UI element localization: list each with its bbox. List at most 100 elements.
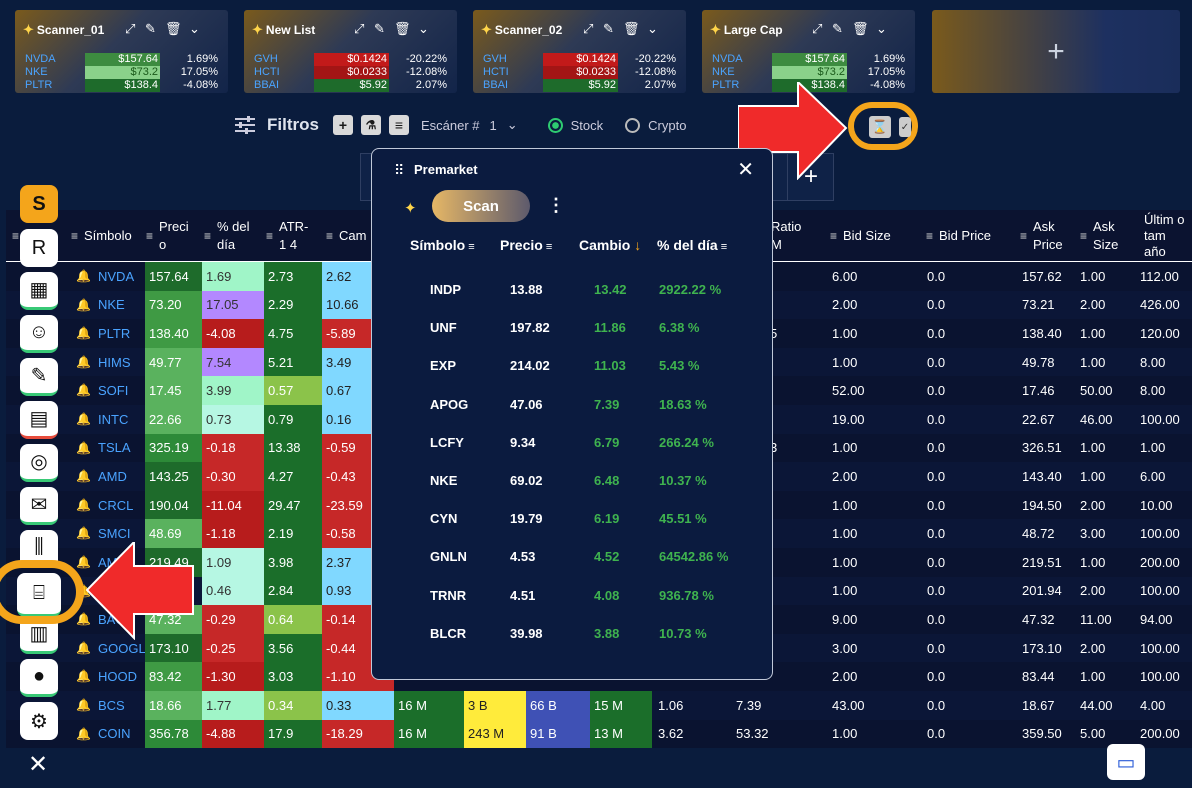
symbol-cell[interactable]: INTC bbox=[98, 411, 129, 427]
card-row[interactable]: NVDA $157.64 1.69% bbox=[25, 53, 218, 66]
card-row[interactable]: HCTI $0.0233 -12.08% bbox=[483, 66, 676, 79]
settings-icon[interactable]: ⚙ bbox=[20, 702, 58, 740]
chevron-down-icon[interactable]: ⌄ bbox=[418, 21, 429, 36]
trash-icon[interactable]: 🗑 bbox=[623, 21, 640, 36]
chevron-down-icon[interactable]: ⌄ bbox=[647, 21, 658, 36]
flask-icon[interactable]: ⚗ bbox=[360, 115, 381, 135]
card-row[interactable]: GVH $0.1424 -20.22% bbox=[483, 53, 676, 66]
card-row[interactable]: NVDA $157.64 1.69% bbox=[712, 53, 905, 66]
calendar-icon[interactable]: ▤ bbox=[20, 401, 58, 439]
alert-bell-icon[interactable]: 🔔 bbox=[76, 640, 91, 655]
header-bid-size[interactable]: ≡ Bid Size bbox=[830, 228, 891, 243]
card-row[interactable]: BBAI $5.92 2.07% bbox=[254, 79, 447, 92]
header-ask-price[interactable]: ≡ Ask Price bbox=[1020, 219, 1063, 252]
symbol-cell[interactable]: HIMS bbox=[98, 354, 131, 370]
chart-bars-icon[interactable]: ▥ bbox=[20, 616, 58, 654]
symbol-cell[interactable]: AMD bbox=[98, 468, 127, 484]
premarket-row[interactable]: LCFY 9.34 6.79 266.24 % bbox=[430, 434, 714, 450]
alert-bell-icon[interactable]: 🔔 bbox=[76, 297, 91, 312]
chevron-down-icon[interactable]: ⌄ bbox=[189, 21, 200, 36]
pm-header-change[interactable]: Cambio ↓ bbox=[579, 237, 642, 253]
header-last-size[interactable]: Últim o tam año bbox=[1144, 212, 1185, 259]
alert-bell-icon[interactable]: 🔔 bbox=[76, 383, 91, 398]
hourglass-icon[interactable]: ⌛ bbox=[869, 116, 891, 138]
edit-icon[interactable]: ✎ bbox=[603, 21, 614, 36]
expand-icon[interactable]: ⤢ bbox=[354, 21, 365, 36]
premarket-row[interactable]: NKE 69.02 6.48 10.37 % bbox=[430, 473, 707, 488]
scanner-number-select[interactable]: 1 bbox=[489, 117, 497, 133]
crypto-radio[interactable] bbox=[625, 117, 641, 133]
premarket-row[interactable]: BLCR 39.98 3.88 10.73 % bbox=[430, 625, 707, 641]
card-row[interactable]: PLTR $138.4 -4.08% bbox=[712, 79, 905, 92]
trash-icon[interactable]: 🗑 bbox=[852, 21, 869, 36]
symbol-cell[interactable]: SMCI bbox=[98, 526, 131, 542]
list-icon[interactable]: ≡ bbox=[388, 115, 409, 135]
check-icon[interactable]: ✓ bbox=[899, 117, 911, 137]
watchlist-card[interactable]: ✦ New List ⤢ ✎ 🗑 ⌄ GVH $0.1424 -20.22% HCTI $… bbox=[244, 10, 457, 93]
symbol-cell[interactable]: BCS bbox=[98, 697, 125, 713]
header-ask-size[interactable]: ≡ Ask Size bbox=[1080, 219, 1119, 252]
card-row[interactable]: GVH $0.1424 -20.22% bbox=[254, 53, 447, 66]
symbol-cell[interactable]: CRCL bbox=[98, 497, 134, 513]
symbol-cell[interactable]: HOOD bbox=[98, 669, 137, 685]
add-watchlist-button[interactable]: + bbox=[932, 10, 1180, 93]
robot-icon[interactable]: ☺ bbox=[20, 315, 58, 353]
alert-bell-icon[interactable]: 🔔 bbox=[76, 269, 91, 283]
premarket-row[interactable]: APOG 47.06 7.39 18.63 % bbox=[430, 396, 707, 412]
edit-icon[interactable]: ✎ bbox=[145, 21, 156, 36]
symbol-cell[interactable]: NVDA bbox=[98, 268, 135, 284]
premarket-row[interactable]: UNF 197.82 11.86 6.38 % bbox=[430, 320, 700, 336]
card-row[interactable]: NKE $73.2 17.05% bbox=[25, 66, 218, 79]
candlestick-icon[interactable]: ⫼ bbox=[20, 530, 58, 568]
sliders-icon[interactable] bbox=[233, 115, 257, 135]
sidebar-s-button[interactable]: S bbox=[20, 185, 58, 223]
alert-bell-icon[interactable]: 🔔 bbox=[76, 326, 91, 341]
watchlist-card[interactable]: ✦ Large Cap ⤢ ✎ 🗑 ⌄ NVDA $157.64 1.69% NKE $7… bbox=[702, 10, 915, 93]
expand-icon[interactable]: ⤢ bbox=[583, 21, 594, 36]
sidebar-r-button[interactable]: R bbox=[20, 229, 58, 267]
chevron-down-icon[interactable]: ⌄ bbox=[876, 21, 887, 36]
coins-icon[interactable]: ◎ bbox=[20, 444, 58, 482]
pm-header-price[interactable]: Precio ≡ bbox=[500, 237, 553, 253]
pm-header-symbol[interactable]: Símbolo ≡ bbox=[410, 237, 475, 253]
pm-header-day-pct[interactable]: % del día ≡ bbox=[657, 237, 728, 253]
dashboard-icon[interactable]: ▦ bbox=[20, 272, 58, 310]
card-row[interactable]: HCTI $0.0233 -12.08% bbox=[254, 66, 447, 79]
alert-bell-icon[interactable]: 🔔 bbox=[76, 412, 91, 426]
more-options-icon[interactable]: ⋮ bbox=[547, 195, 565, 215]
alert-bell-icon[interactable]: 🔔 bbox=[76, 669, 91, 684]
table-row[interactable]: 🔔 BCS 18.66 1.77 0.34 0.33 16 M 3 B 66 B … bbox=[6, 691, 1192, 720]
edit-icon[interactable]: ✎ bbox=[374, 21, 385, 36]
stock-radio[interactable] bbox=[547, 117, 563, 133]
trash-icon[interactable]: 🗑 bbox=[394, 21, 411, 36]
add-filter-button[interactable]: + bbox=[332, 115, 353, 135]
alert-bell-icon[interactable]: 🔔 bbox=[76, 354, 91, 369]
symbol-cell[interactable]: TSLA bbox=[98, 440, 131, 456]
close-icon[interactable]: ✕ bbox=[737, 159, 754, 181]
header-atr[interactable]: ≡ ATR-1 4 bbox=[266, 219, 309, 252]
watchlist-card[interactable]: ✦ Scanner_01 ⤢ ✎ 🗑 ⌄ NVDA $157.64 1.69% NKE $… bbox=[15, 10, 228, 93]
expand-icon[interactable]: ⤢ bbox=[812, 21, 823, 36]
symbol-cell[interactable]: NKE bbox=[98, 297, 125, 313]
premarket-row[interactable]: TRNR 4.51 4.08 936.78 % bbox=[430, 587, 714, 603]
trash-icon[interactable]: 🗑 bbox=[165, 21, 182, 36]
monitor-icon[interactable]: ▭ bbox=[1107, 744, 1145, 780]
symbol-cell[interactable]: PLTR bbox=[98, 325, 131, 341]
premarket-row[interactable]: EXP 214.02 11.03 5.43 % bbox=[430, 358, 700, 374]
alert-bell-icon[interactable]: 🔔 bbox=[76, 440, 91, 455]
notes-icon[interactable]: ✎ bbox=[20, 358, 58, 396]
symbol-cell[interactable]: SOFI bbox=[98, 383, 129, 399]
watchlist-card[interactable]: ✦ Scanner_02 ⤢ ✎ 🗑 ⌄ GVH $0.1424 -20.22% HCT… bbox=[473, 10, 686, 93]
premarket-row[interactable]: CYN 19.79 6.19 45.51 % bbox=[430, 511, 707, 527]
user-icon[interactable]: ● bbox=[20, 659, 58, 697]
alert-bell-icon[interactable]: 🔔 bbox=[76, 698, 91, 712]
header-change[interactable]: ≡ Cam bbox=[326, 228, 367, 243]
alert-bell-icon[interactable]: 🔔 bbox=[76, 726, 91, 741]
alert-bell-icon[interactable]: 🔔 bbox=[76, 469, 91, 484]
header-day-pct[interactable]: ≡% del día bbox=[204, 219, 250, 252]
close-sidebar-icon[interactable]: ✕ bbox=[28, 751, 49, 778]
card-row[interactable]: BBAI $5.92 2.07% bbox=[483, 79, 676, 92]
symbol-cell[interactable]: GOOGL bbox=[98, 640, 146, 656]
table-row[interactable]: 🔔 COIN 356.78 -4.88 17.9 -18.29 16 M 243 … bbox=[6, 719, 1192, 748]
alert-bell-icon[interactable]: 🔔 bbox=[76, 497, 91, 512]
